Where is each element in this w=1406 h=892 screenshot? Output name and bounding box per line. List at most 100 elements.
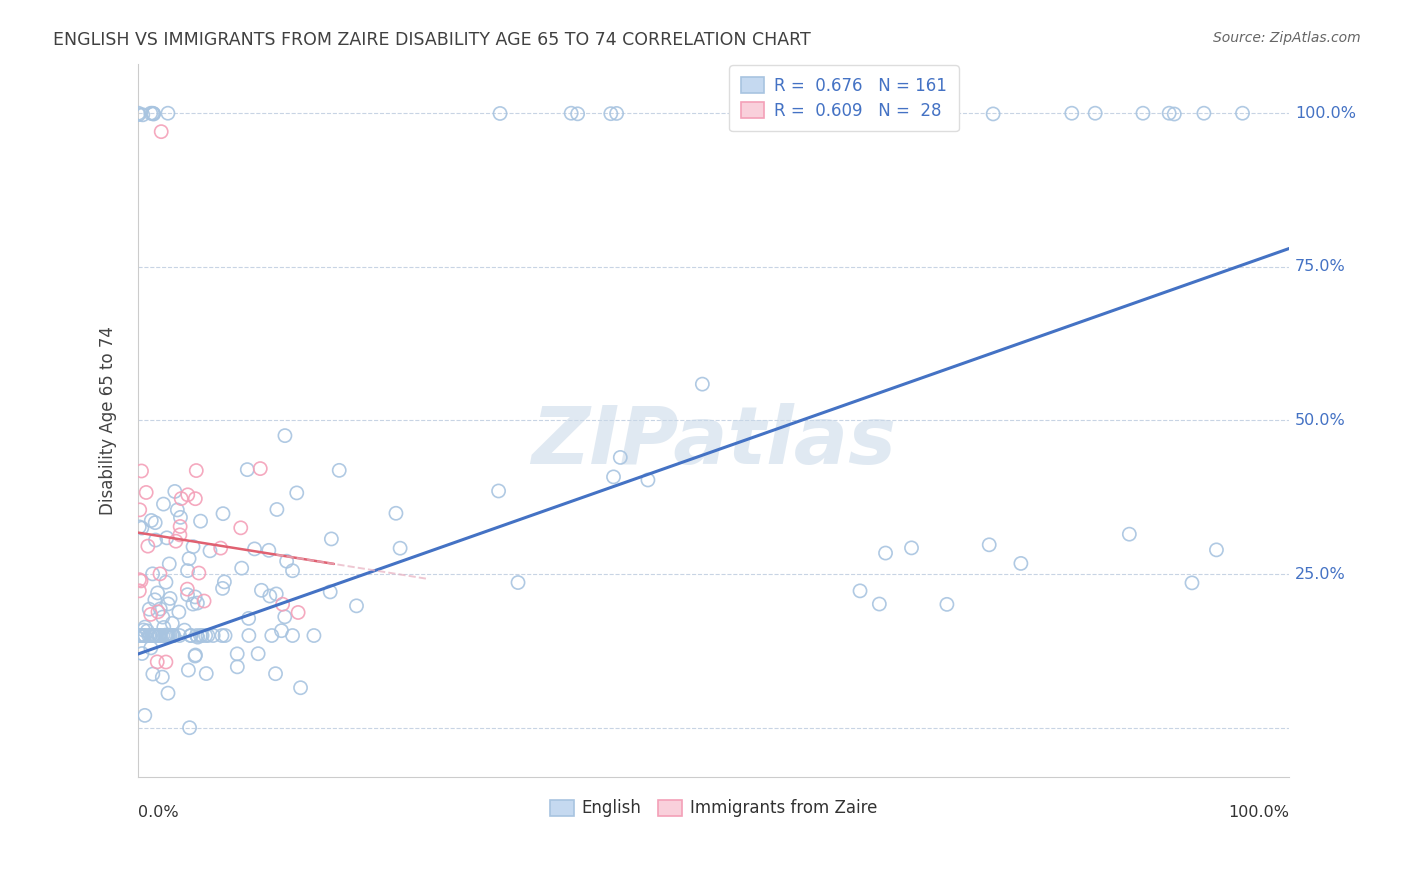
Point [138,602,160,616]
Point [264,666,287,681]
Point [156,628,179,642]
Point [157,597,180,611]
Point [128,583,150,598]
Point [157,557,180,571]
Point [128,520,150,534]
Point [236,462,259,476]
Legend: English, Immigrants from Zaire: English, Immigrants from Zaire [541,791,886,826]
Point [169,519,191,533]
Point [250,583,273,598]
Point [167,605,190,619]
Point [875,546,897,560]
Point [319,585,342,599]
Point [139,640,162,655]
Point [935,598,957,612]
Point [247,647,270,661]
Point [198,543,221,558]
Point [606,106,628,120]
Point [238,611,260,625]
Point [152,628,174,642]
Point [274,428,297,442]
Point [128,573,150,587]
Point [287,606,309,620]
Point [257,543,280,558]
Point [181,597,204,611]
Point [238,628,260,642]
Point [150,670,173,684]
Point [134,628,156,642]
Point [389,541,412,556]
Point [181,540,204,554]
Point [249,461,271,475]
Point [271,597,294,611]
Point [226,660,249,674]
Point [214,628,236,642]
Point [186,596,208,610]
Point [260,628,283,642]
Point [211,582,233,596]
Point [285,486,308,500]
Point [146,586,169,600]
Point [190,514,212,528]
Point [506,575,529,590]
Point [155,655,177,669]
Point [489,106,512,120]
Point [599,106,621,120]
Point [1163,107,1185,121]
Point [156,106,179,120]
Point [149,628,172,642]
Point [184,648,207,663]
Point [155,575,177,590]
Point [142,628,165,642]
Point [165,534,187,549]
Point [177,488,200,502]
Point [131,628,153,642]
Point [385,506,408,520]
Point [170,491,193,506]
Point [186,628,208,642]
Point [1159,106,1181,120]
Point [191,628,214,642]
Point [184,491,207,506]
Point [128,107,150,121]
Point [187,630,209,644]
Point [692,377,714,392]
Point [209,541,232,555]
Point [134,628,156,642]
Point [169,628,191,642]
Point [979,538,1001,552]
Point [143,628,166,642]
Point [142,667,165,681]
Text: ENGLISH VS IMMIGRANTS FROM ZAIRE DISABILITY AGE 65 TO 74 CORRELATION CHART: ENGLISH VS IMMIGRANTS FROM ZAIRE DISABIL… [53,31,811,49]
Point [155,628,177,642]
Point [328,463,350,477]
Point [145,533,167,547]
Point [211,628,233,642]
Point [270,624,292,638]
Point [176,582,198,596]
Point [281,628,304,642]
Point [142,628,165,642]
Point [162,628,184,642]
Point [180,628,202,642]
Point [152,497,174,511]
Point [132,623,155,637]
Point [142,106,165,120]
Point [1118,527,1140,541]
Point [132,108,155,122]
Point [727,106,749,120]
Point [900,541,922,555]
Point [156,686,179,700]
Point [166,503,188,517]
Point [135,485,157,500]
Point [169,510,191,524]
Point [149,566,172,581]
Point [162,616,184,631]
Point [143,592,166,607]
Point [1010,557,1032,571]
Point [153,628,176,642]
Point [141,106,163,120]
Point [146,605,169,619]
Point [488,483,510,498]
Point [150,125,173,139]
